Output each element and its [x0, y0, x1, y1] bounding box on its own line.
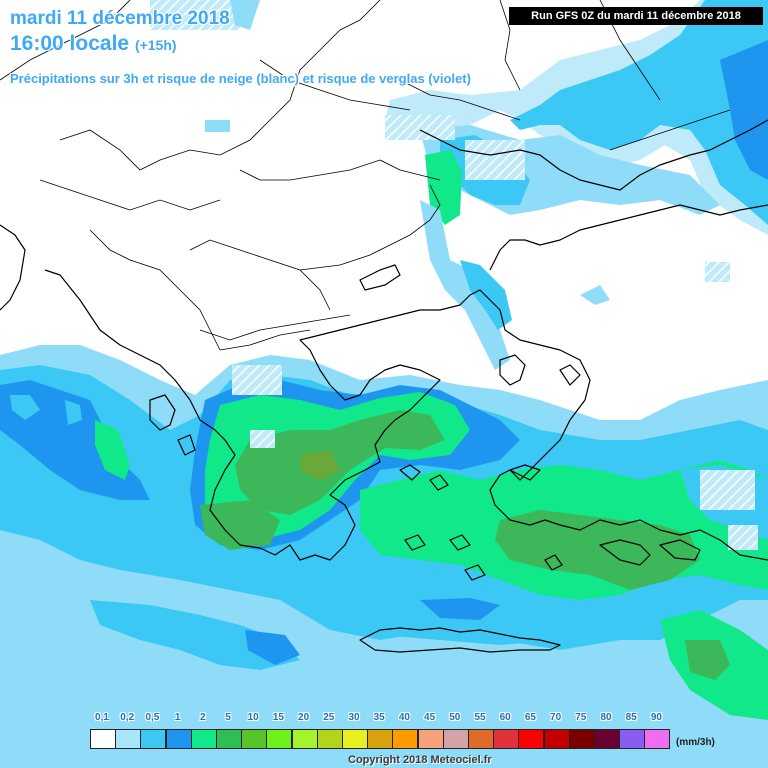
country-borders — [0, 0, 731, 351]
legend-label: 45 — [424, 712, 436, 723]
legend-swatch — [392, 729, 419, 749]
legend-label: 20 — [298, 712, 310, 723]
legend-swatch — [190, 729, 217, 749]
legend-swatch — [266, 729, 293, 749]
copyright-text: Copyright 2018 Meteociel.fr — [348, 754, 492, 766]
legend-label: 75 — [575, 712, 587, 723]
precipitation-legend: (mm/3h) Copyright 2018 Meteociel.fr 0,1 0… — [88, 712, 768, 768]
legend-label: 10 — [247, 712, 259, 723]
legend-label: 25 — [323, 712, 335, 723]
snow-hatch-northeast — [465, 140, 525, 180]
legend-label: 0,2 — [120, 712, 135, 723]
legend-label: 2 — [200, 712, 206, 723]
legend-swatch — [442, 729, 469, 749]
legend-label: 35 — [373, 712, 385, 723]
legend-swatch — [644, 729, 671, 749]
legend-label: 1 — [174, 712, 181, 723]
legend-swatch — [342, 729, 368, 749]
precip-northeast — [385, 0, 768, 370]
legend-label: 40 — [398, 712, 410, 723]
legend-label: 55 — [474, 712, 486, 723]
legend-swatch — [115, 729, 142, 749]
legend-swatch — [619, 729, 646, 749]
legend-swatch — [568, 729, 595, 749]
legend-swatch — [316, 729, 343, 749]
time-offset: (+15h) — [134, 37, 177, 53]
run-info-box: Run GFS 0Z du mardi 11 décembre 2018 — [509, 7, 763, 25]
legend-swatch — [291, 729, 318, 749]
legend-swatch — [367, 729, 394, 749]
legend-swatch — [140, 729, 167, 749]
coastlines — [0, 119, 768, 653]
legend-unit: (mm/3h) — [676, 737, 715, 748]
legend-label: 30 — [348, 712, 360, 723]
legend-label: 50 — [449, 712, 461, 723]
legend-label: 70 — [550, 712, 562, 723]
legend-swatch — [241, 729, 268, 749]
snow-hatch-east — [700, 470, 755, 510]
legend-swatch — [594, 729, 620, 749]
legend-label: 90 — [650, 712, 662, 723]
time-title: 16:00 locale (+15h) — [10, 32, 177, 56]
legend-swatch — [216, 729, 242, 749]
legend-label: 60 — [499, 712, 511, 723]
date-title: mardi 11 décembre 2018 — [10, 8, 230, 29]
legend-label: 15 — [272, 712, 284, 723]
legend-swatch — [417, 729, 444, 749]
legend-swatch — [518, 729, 545, 749]
legend-label: 0,1 — [95, 712, 109, 723]
legend-label: 5 — [225, 712, 231, 723]
snow-hatch-topleft — [150, 0, 240, 30]
legend-label: 85 — [625, 712, 637, 723]
legend-label: 80 — [600, 712, 612, 723]
legend-label: 65 — [524, 712, 536, 723]
map-subtitle: Précipitations sur 3h et risque de neige… — [10, 71, 471, 86]
legend-swatch — [493, 729, 520, 749]
snow-hatch-greece — [232, 365, 282, 395]
legend-swatch — [165, 729, 192, 749]
precip-south — [0, 345, 768, 768]
legend-label: 0,5 — [145, 712, 160, 723]
legend-swatch — [543, 729, 570, 749]
legend-swatch — [468, 729, 494, 749]
time-label: 16:00 locale — [10, 32, 130, 55]
legend-swatch — [90, 729, 116, 749]
